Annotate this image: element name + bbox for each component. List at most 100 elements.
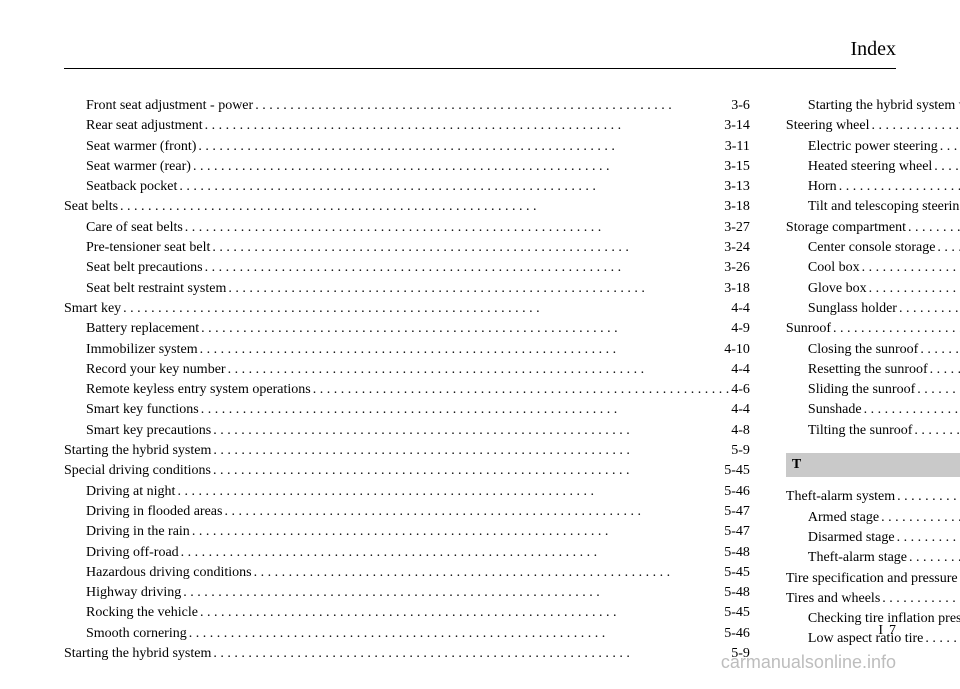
index-entry-leader bbox=[254, 563, 723, 577]
index-entry: Driving in the rain 5-47 bbox=[64, 522, 750, 542]
index-entry-leader bbox=[862, 258, 960, 272]
index-entry-label: Immobilizer system bbox=[86, 340, 198, 360]
index-entry: Driving in flooded areas 5-47 bbox=[64, 502, 750, 522]
index-entry-leader bbox=[120, 197, 722, 211]
page-header: Index bbox=[64, 38, 896, 78]
index-entry: Smart key functions 4-4 bbox=[64, 400, 750, 420]
index-entry: Seatback pocket 3-13 bbox=[64, 177, 750, 197]
index-entry-label: Hazardous driving conditions bbox=[86, 563, 252, 583]
index-entry-label: Special driving conditions bbox=[64, 461, 211, 481]
index-entry: Seat warmer (front) 3-11 bbox=[64, 137, 750, 157]
index-entry-page: 4-9 bbox=[731, 319, 750, 339]
index-entry-leader bbox=[228, 279, 722, 293]
index-entry: Sunshade 4-34 bbox=[786, 400, 960, 420]
index-entry: Smart key 4-4 bbox=[64, 299, 750, 319]
index-entry: Seat belts 3-18 bbox=[64, 197, 750, 217]
index-entry: Resetting the sunroof 4-34 bbox=[786, 360, 960, 380]
index-entry-leader bbox=[201, 319, 729, 333]
index-entry-page: 5-47 bbox=[724, 502, 750, 522]
index-entry: Glove box 4-117 bbox=[786, 279, 960, 299]
index-entry: Theft-alarm system 4-12 bbox=[786, 487, 960, 507]
index-column-right: Starting the hybrid system with a smart … bbox=[786, 96, 960, 664]
index-entry: Record your key number 4-4 bbox=[64, 360, 750, 380]
index-entry-label: Smooth cornering bbox=[86, 624, 187, 644]
index-entry-page: 3-15 bbox=[724, 157, 750, 177]
index-entry-leader bbox=[872, 116, 960, 130]
index-entry-page: 5-46 bbox=[724, 482, 750, 502]
page-number: I7 bbox=[878, 623, 896, 639]
index-entry-leader bbox=[213, 644, 729, 658]
index-entry-label: Theft-alarm stage bbox=[808, 548, 907, 568]
index-entry-leader bbox=[228, 360, 730, 374]
index-entry: Battery replacement 4-9 bbox=[64, 319, 750, 339]
index-entry-leader bbox=[934, 157, 960, 171]
index-entry-leader bbox=[213, 441, 729, 455]
index-entry-label: Sliding the sunroof bbox=[808, 380, 915, 400]
index-entry-leader bbox=[839, 177, 960, 191]
index-entry: Theft-alarm stage 4-13 bbox=[786, 548, 960, 568]
index-entry: Low aspect ratio tire 7-55 bbox=[786, 629, 960, 649]
index-entry: Closing the sunroof 4-32 bbox=[786, 340, 960, 360]
index-entry-leader bbox=[313, 380, 730, 394]
index-entry: Electric power steering 4-37 bbox=[786, 137, 960, 157]
watermark: carmanualsonline.info bbox=[721, 652, 896, 673]
index-entry: Highway driving 5-48 bbox=[64, 583, 750, 603]
index-entry: Heated steering wheel 4-39 bbox=[786, 157, 960, 177]
index-entry-leader bbox=[930, 360, 960, 374]
index-entry-label: Starting the hybrid system bbox=[64, 441, 211, 461]
index-entry: Tilt and telescoping steering 4-38 bbox=[786, 197, 960, 217]
index-entry-leader bbox=[198, 137, 722, 151]
index-entry-page: 3-11 bbox=[725, 137, 750, 157]
index-entry: Seat warmer (rear) 3-15 bbox=[64, 157, 750, 177]
index-entry-label: Driving at night bbox=[86, 482, 175, 502]
index-entry-label: Cool box bbox=[808, 258, 860, 278]
index-entry: Disarmed stage 4-13 bbox=[786, 528, 960, 548]
index-entry: Seat belt restraint system 3-18 bbox=[64, 279, 750, 299]
index-entry-label: Theft-alarm system bbox=[786, 487, 895, 507]
index-entry-page: 3-27 bbox=[724, 218, 750, 238]
index-entry-label: Tires and wheels bbox=[786, 589, 880, 609]
index-entry-label: Tilting the sunroof bbox=[808, 421, 913, 441]
index-entry-leader bbox=[917, 380, 960, 394]
index-entry: Armed stage 4-12 bbox=[786, 508, 960, 528]
index-entry-label: Driving off-road bbox=[86, 543, 179, 563]
index-section-letter: T bbox=[786, 453, 960, 477]
index-entry: Sunglass holder 4-118 bbox=[786, 299, 960, 319]
index-entry-leader bbox=[864, 400, 960, 414]
index-entry: Starting the hybrid system with a smart … bbox=[786, 96, 960, 116]
index-entry: Immobilizer system 4-10 bbox=[64, 340, 750, 360]
index-entry: Smart key precautions 4-8 bbox=[64, 421, 750, 441]
index-entry-page: 3-18 bbox=[724, 197, 750, 217]
index-entry-leader bbox=[899, 299, 960, 313]
index-entry-leader bbox=[920, 340, 960, 354]
header-title: Index bbox=[850, 38, 896, 61]
page-number-value: 7 bbox=[889, 623, 896, 638]
index-entry: Rocking the vehicle 5-45 bbox=[64, 603, 750, 623]
index-entry: Special driving conditions 5-45 bbox=[64, 461, 750, 481]
index-entry: Center console storage 4-117 bbox=[786, 238, 960, 258]
index-entry-label: Driving in flooded areas bbox=[86, 502, 222, 522]
index-entry: Starting the hybrid system 5-9 bbox=[64, 441, 750, 461]
index-entry-label: Center console storage bbox=[808, 238, 936, 258]
index-entry: Seat belt precautions 3-26 bbox=[64, 258, 750, 278]
index-entry-label: Record your key number bbox=[86, 360, 226, 380]
index-entry: Hazardous driving conditions 5-45 bbox=[64, 563, 750, 583]
index-entry: Care of seat belts 3-27 bbox=[64, 218, 750, 238]
index-entry-leader bbox=[183, 583, 722, 597]
index-entry-leader bbox=[897, 487, 960, 501]
index-entry-label: Rear seat adjustment bbox=[86, 116, 203, 136]
index-entry-page: 5-48 bbox=[724, 543, 750, 563]
index-entry-label: Low aspect ratio tire bbox=[808, 629, 923, 649]
index-entry: Checking tire inflation pressure 7-44 bbox=[786, 609, 960, 629]
index-entry: Sliding the sunroof 4-31 bbox=[786, 380, 960, 400]
index-entry: Driving at night 5-46 bbox=[64, 482, 750, 502]
index-entry-leader bbox=[869, 279, 960, 293]
index-column-left: Front seat adjustment - power 3-6Rear se… bbox=[64, 96, 750, 664]
index-entry-leader bbox=[123, 299, 729, 313]
index-entry-page: 4-8 bbox=[731, 421, 750, 441]
index-entry-label: Care of seat belts bbox=[86, 218, 183, 238]
index-entry-leader bbox=[213, 421, 729, 435]
index-entry-leader bbox=[181, 543, 723, 557]
index-entry-label: Starting the hybrid system with a smart … bbox=[808, 96, 960, 116]
index-entry-page: 5-45 bbox=[724, 461, 750, 481]
